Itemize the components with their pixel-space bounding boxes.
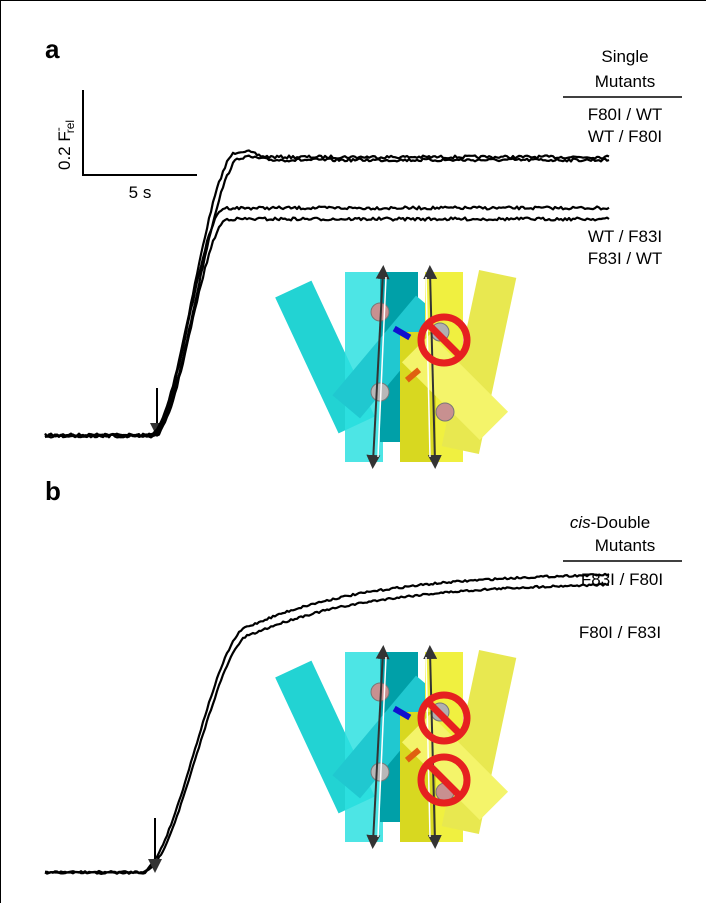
trace-label: F80I / F83I (579, 623, 661, 642)
legend-title: Mutants (595, 72, 655, 91)
trace-label: WT / F80I (588, 127, 662, 146)
trace-label: F83I / WT (588, 249, 663, 268)
trace-label: F83I / F80I (581, 570, 663, 589)
protein-diagram (275, 650, 516, 842)
trace-label: F80I / WT (588, 105, 663, 124)
trace-label: WT / F83I (588, 227, 662, 246)
legend-title-rest: -Double (591, 513, 651, 532)
scale-y-label: 0.2 F-rel (51, 120, 77, 170)
protein-diagram (275, 270, 516, 462)
trace (44, 149, 610, 438)
panel-label: b (45, 476, 61, 506)
scale-y-sub: rel (63, 120, 77, 133)
scale-y-main: 0.2 F (55, 131, 74, 170)
legend-title-italic: cis (570, 513, 591, 532)
trace (44, 216, 610, 439)
scale-y-sup: - (51, 127, 65, 131)
legend-title: Mutants (595, 536, 655, 555)
legend-title: Single (601, 47, 648, 66)
scale-x-label: 5 s (129, 183, 152, 202)
trace (44, 582, 610, 875)
legend-title: cis-Double (570, 513, 650, 532)
panel-label: a (45, 34, 60, 64)
